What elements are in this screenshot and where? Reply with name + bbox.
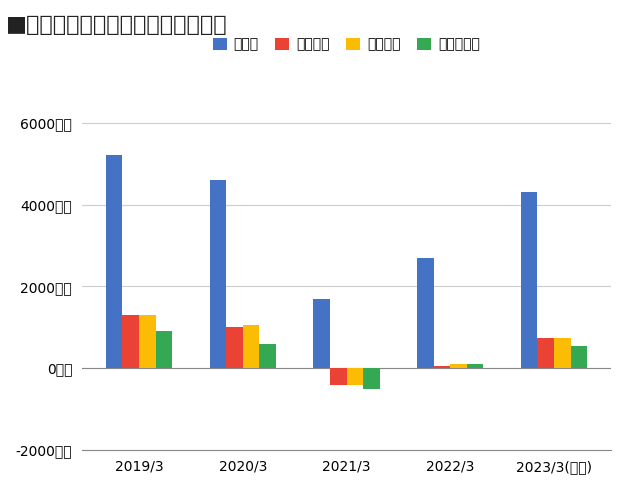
Bar [417, 258, 433, 368]
Bar [571, 346, 587, 368]
Legend: 売上高, 営業利益, 経常利益, 当期純利益: 売上高, 営業利益, 経常利益, 当期純利益 [207, 32, 486, 58]
Bar [330, 368, 346, 384]
Bar [467, 364, 483, 368]
Bar [433, 366, 450, 368]
Bar [243, 325, 260, 368]
Bar [450, 364, 467, 368]
Bar [122, 315, 139, 368]
Bar [260, 344, 276, 368]
Bar [554, 338, 571, 368]
Bar [346, 368, 363, 384]
Bar [106, 156, 122, 368]
Bar [139, 315, 156, 368]
Bar [156, 332, 172, 368]
Bar [226, 328, 243, 368]
Text: ■オリエンタルランドの業績の推移: ■オリエンタルランドの業績の推移 [6, 15, 228, 35]
Bar [313, 298, 330, 368]
Bar [210, 180, 226, 368]
Bar [363, 368, 380, 388]
Bar [537, 338, 554, 368]
Bar [521, 192, 537, 368]
